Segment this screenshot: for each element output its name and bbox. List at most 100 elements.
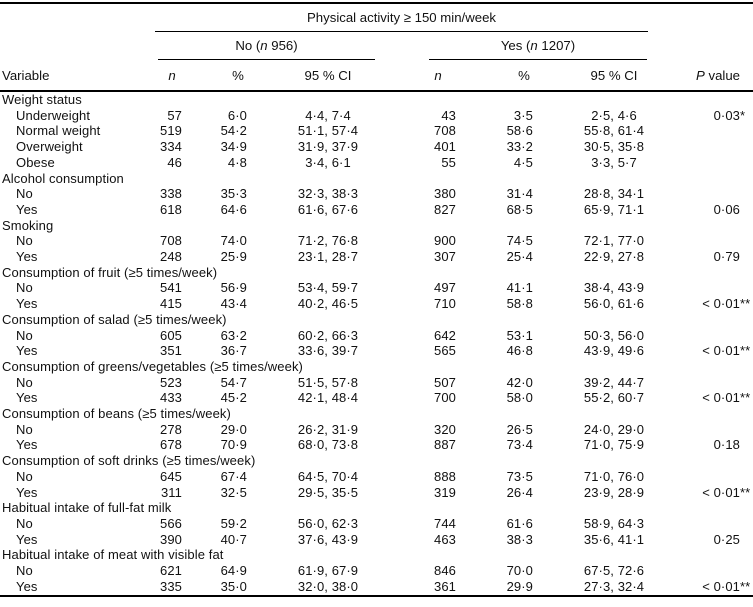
- cell-pct-no: 6·0: [227, 107, 247, 123]
- cell-ci-no: 37·6, 43·9: [297, 531, 359, 547]
- cell-ci-no: 26·2, 31·9: [297, 421, 359, 437]
- table-header: Physical activity ≥ 150 min/week No (n 9…: [0, 3, 753, 92]
- cell-pct-yes: 74·5: [506, 233, 533, 249]
- cell-ci-yes: 28·8, 34·1: [583, 186, 645, 202]
- cell-p-value: [680, 516, 753, 532]
- cell-n-yes: 846: [434, 563, 456, 579]
- cell-ci-no: 53·4, 59·7: [297, 280, 359, 296]
- section-title: Consumption of salad (≥5 times/week): [2, 311, 227, 327]
- cell-ci-no: 29·5, 35·5: [297, 484, 359, 500]
- p-value-number: < 0·01: [702, 578, 741, 594]
- cell-pct-yes: 26·5: [506, 421, 533, 437]
- cell-p-value: [680, 375, 753, 391]
- cell-n-yes: 401: [434, 139, 456, 155]
- cell-n-no: 57: [167, 107, 182, 123]
- group-yes-header: Yes (n 1207): [429, 32, 648, 60]
- cell-pct-yes: 38·3: [506, 531, 533, 547]
- table-body: Weight status Underweight 57 6·0 4·4, 7·4 43 3…: [0, 91, 753, 596]
- cell-n-yes: 700: [434, 390, 456, 406]
- cell-n-yes: 307: [434, 249, 456, 265]
- group-yes-cell: Yes (n 1207): [376, 32, 680, 60]
- cell-n-no: 678: [160, 437, 182, 453]
- cell-n-yes: 708: [434, 123, 456, 139]
- cell-p-value: < 0·01**: [680, 390, 753, 406]
- group-no-cell: No (n 956): [148, 32, 376, 60]
- ci-column-header-no: 95 % CI: [280, 60, 376, 92]
- cell-n-no: 351: [160, 343, 182, 359]
- spacer-cell: [680, 3, 753, 32]
- row-label: Yes: [16, 249, 38, 265]
- cell-n-yes: 463: [434, 531, 456, 547]
- table-row: No 541 56·9 53·4, 59·7 497 41·1 38·4, 43·9: [0, 280, 753, 296]
- pct-column-header-no: %: [196, 60, 280, 92]
- table-row: No 523 54·7 51·5, 57·8 507 42·0 39·2, 44·7: [0, 375, 753, 391]
- cell-pct-no: 45·2: [220, 390, 247, 406]
- cell-n-yes: 507: [434, 374, 456, 390]
- row-label: Yes: [16, 390, 38, 406]
- cell-n-no: 621: [160, 563, 182, 579]
- cell-ci-yes: 24·0, 29·0: [583, 421, 645, 437]
- cell-pct-yes: 31·4: [506, 186, 533, 202]
- n-column-header-no: n: [148, 60, 196, 92]
- table-row: Overweight 334 34·9 31·9, 37·9 401 33·2 30·5, …: [0, 139, 753, 155]
- cell-ci-no: 32·0, 38·0: [297, 578, 359, 594]
- cell-pct-yes: 73·4: [506, 437, 533, 453]
- group-yes-suffix: 1207): [537, 38, 576, 53]
- table-row: No 621 64·9 61·9, 67·9 846 70·0 67·5, 72·6: [0, 563, 753, 579]
- table-row: Yes 678 70·9 68·0, 73·8 887 73·4 71·0, 75·9 0·1…: [0, 437, 753, 453]
- cell-ci-yes: 27·3, 32·4: [583, 578, 645, 594]
- cell-ci-yes: 3·3, 5·7: [591, 154, 637, 170]
- cell-p-value: 0·06: [680, 202, 753, 218]
- section-row: Smoking: [0, 218, 753, 234]
- group-yes-n: n: [530, 38, 538, 53]
- spacer-cell: [0, 3, 148, 32]
- cell-ci-yes: 67·5, 72·6: [583, 563, 645, 579]
- cell-p-value: < 0·01**: [680, 343, 753, 359]
- row-label: No: [16, 468, 33, 484]
- cell-n-no: 311: [160, 484, 182, 500]
- section-title: Weight status: [2, 92, 82, 107]
- group-no-suffix: 956): [267, 38, 298, 53]
- table-row: Obese 46 4·8 3·4, 6·1 55 4·5 3·3, 5·7: [0, 155, 753, 171]
- section-title: Habitual intake of meat with visible fat: [2, 547, 224, 563]
- cell-ci-yes: 55·8, 61·4: [583, 123, 645, 139]
- cell-n-yes: 319: [434, 484, 456, 500]
- row-label: Overweight: [16, 139, 83, 155]
- cell-ci-no: 40·2, 46·5: [297, 296, 359, 312]
- cell-pct-yes: 61·6: [506, 515, 533, 531]
- row-label: No: [16, 280, 33, 296]
- cell-ci-yes: 71·0, 76·0: [583, 468, 645, 484]
- cell-ci-no: 68·0, 73·8: [297, 437, 359, 453]
- section-row: Consumption of salad (≥5 times/week): [0, 312, 753, 328]
- cell-n-no: 708: [160, 233, 182, 249]
- cell-ci-no: 71·2, 76·8: [297, 233, 359, 249]
- row-label: Obese: [16, 154, 55, 170]
- ci-column-header-yes: 95 % CI: [548, 60, 681, 92]
- cell-p-value: < 0·01**: [680, 485, 753, 501]
- cell-n-no: 46: [167, 154, 182, 170]
- row-label: No: [16, 374, 33, 390]
- cell-ci-no: 31·9, 37·9: [297, 139, 359, 155]
- cell-ci-no: 61·9, 67·9: [297, 563, 359, 579]
- table-row: Yes 248 25·9 23·1, 28·7 307 25·4 22·9, 27·8 0·7…: [0, 249, 753, 265]
- cell-ci-no: 51·5, 57·8: [297, 374, 359, 390]
- cell-ci-yes: 55·2, 60·7: [583, 390, 645, 406]
- section-row: Consumption of soft drinks (≥5 times/wee…: [0, 453, 753, 469]
- cell-n-no: 415: [160, 296, 182, 312]
- row-label: No: [16, 327, 33, 343]
- cell-pct-yes: 58·8: [506, 296, 533, 312]
- cell-ci-yes: 65·9, 71·1: [583, 201, 645, 217]
- cell-ci-no: 61·6, 67·6: [297, 201, 359, 217]
- cell-n-no: 519: [160, 123, 182, 139]
- row-label: Yes: [16, 578, 38, 594]
- spanner-row-activity: Physical activity ≥ 150 min/week: [0, 3, 753, 32]
- row-label: Normal weight: [16, 123, 101, 139]
- table-row: Underweight 57 6·0 4·4, 7·4 43 3·5 2·5, 4·6 0·0…: [0, 108, 753, 124]
- cell-ci-yes: 50·3, 56·0: [583, 327, 645, 343]
- cell-ci-no: 3·4, 6·1: [305, 154, 351, 170]
- p-value-significance-mark: **: [740, 578, 751, 594]
- table-row: No 566 59·2 56·0, 62·3 744 61·6 58·9, 64·3: [0, 516, 753, 532]
- cell-n-no: 566: [160, 515, 182, 531]
- cell-n-no: 335: [160, 578, 182, 594]
